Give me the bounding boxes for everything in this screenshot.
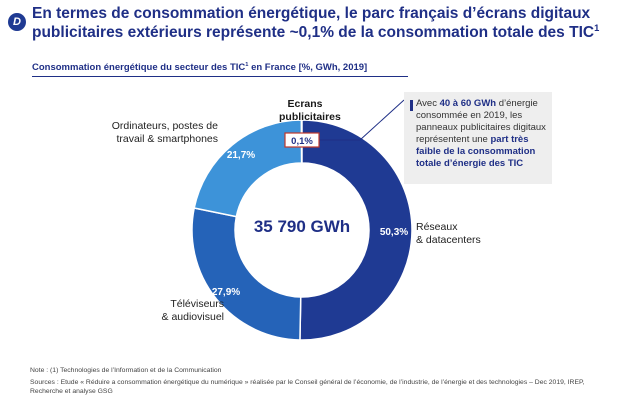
callout-text: Avec 40 à 60 GWh d’énergie consommée en … [416, 98, 546, 169]
legend-reseaux: Réseaux & datacenters [416, 221, 481, 246]
slice-ordinateurs [193, 119, 303, 218]
section-badge: D [8, 13, 26, 31]
legend-ordinateurs: Ordinateurs, postes de travail & smartpho… [111, 120, 218, 145]
slice-reseaux [299, 119, 413, 341]
callout-accent-bar [410, 100, 413, 111]
callout-box: Avec 40 à 60 GWh d’énergie consommée en … [404, 92, 552, 184]
sources: Sources : Etude « Réduire a consommation… [30, 379, 585, 395]
chart-title: Consommation énergétique du secteur des … [32, 61, 368, 73]
slice-label-televiseurs: 27,9% [212, 287, 240, 298]
slice-label-ecrans: 0,1% [291, 136, 313, 147]
slice-label-reseaux: 50,3% [380, 227, 408, 238]
slice-label-ordinateurs: 21,7% [227, 150, 255, 161]
legend-televiseurs: Téléviseurs & audiovisuel [161, 298, 224, 323]
callout-connector-line [319, 99, 405, 141]
page-title: En termes de consommation énergétique, l… [32, 5, 600, 41]
center-total-label: 35 790 GWh [254, 217, 350, 236]
slice-televiseurs [191, 207, 302, 341]
chart-title-rule [32, 76, 408, 77]
footnote: Note : (1) Technologies de l’Information… [30, 367, 222, 374]
legend-ecrans: Ecrans publicitaires [279, 98, 341, 123]
ecrans-highlight-box [284, 132, 320, 148]
